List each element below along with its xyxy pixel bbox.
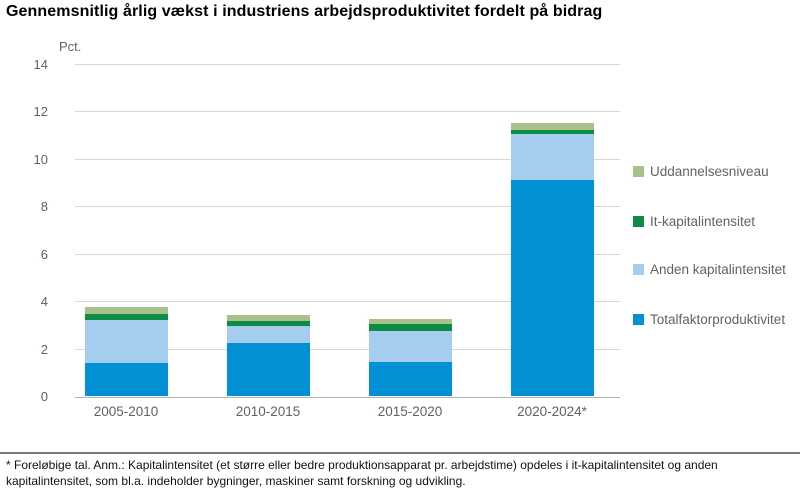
y-tick-label-14: 14 xyxy=(33,57,48,72)
gridline-y-0 xyxy=(75,397,620,398)
bar-segment-2005-2010-uddannelsesniveau xyxy=(84,307,168,315)
bar-segment-2010-2015-anden-kapitalintensitet xyxy=(226,326,310,343)
bar-segment-2020-2024-it-kapitalintensitet xyxy=(510,130,594,134)
plot-area xyxy=(75,64,620,398)
y-tick-label-2: 2 xyxy=(40,341,48,357)
bar-segment-2010-2015-it-kapitalintensitet xyxy=(226,321,310,327)
legend-label-it-kapitalintensitet: It-kapitalintensitet xyxy=(650,214,756,229)
bar-segment-2010-2015-uddannelsesniveau xyxy=(226,315,310,322)
gridline-y-6 xyxy=(75,253,620,255)
y-axis: 0 2 4 6 8 10 12 14 xyxy=(0,57,48,404)
legend-label-uddannelsesniveau: Uddannelsesniveau xyxy=(650,164,769,179)
legend-swatch-icon-it-kapitalintensitet xyxy=(633,216,644,227)
y-axis-unit-label: Pct. xyxy=(59,39,82,54)
legend-label-totalfaktorproduktivitet: Totalfaktorproduktivitet xyxy=(650,312,786,327)
bar-segment-2015-2020-it-kapitalintensitet xyxy=(368,323,452,331)
x-tick-label-2020-2024: 2020-2024* xyxy=(517,404,587,419)
bar-2010-2015 xyxy=(226,315,310,396)
bar-segment-2020-2024-totalfaktorproduktivitet xyxy=(510,180,594,396)
legend-item-uddannelsesniveau: Uddannelsesniveau xyxy=(633,164,769,179)
gridline-y-4 xyxy=(75,301,620,303)
gridline-y-2 xyxy=(75,348,620,350)
legend-label-anden-kapitalintensitet: Anden kapitalintensitet xyxy=(650,262,786,277)
bar-segment-2015-2020-anden-kapitalintensitet xyxy=(368,330,452,362)
legend-item-it-kapitalintensitet: It-kapitalintensitet xyxy=(633,214,755,229)
legend-item-anden-kapitalintensitet: Anden kapitalintensitet xyxy=(633,262,786,277)
bar-segment-2015-2020-uddannelsesniveau xyxy=(368,318,452,324)
bar-segment-2005-2010-it-kapitalintensitet xyxy=(84,314,168,321)
chart-title: Gennemsnitlig årlig vækst i industriens … xyxy=(6,3,603,20)
footnote-divider xyxy=(0,452,800,454)
bar-2015-2020 xyxy=(368,318,452,396)
bar-segment-2010-2015-totalfaktorproduktivitet xyxy=(226,342,310,396)
bar-segment-2005-2010-totalfaktorproduktivitet xyxy=(84,362,168,396)
bar-segment-2020-2024-uddannelsesniveau xyxy=(510,123,594,131)
gridline-y-14 xyxy=(75,64,620,65)
y-tick-label-12: 12 xyxy=(33,104,48,120)
x-tick-label-2010-2015: 2010-2015 xyxy=(235,404,301,419)
bar-2020-2024 xyxy=(510,123,594,396)
gridline-y-10 xyxy=(75,158,620,160)
bar-segment-2020-2024-anden-kapitalintensitet xyxy=(510,133,594,181)
x-tick-label-2015-2020: 2015-2020 xyxy=(377,404,443,419)
bar-2005-2010 xyxy=(84,307,168,396)
legend-swatch-icon-anden-kapitalintensitet xyxy=(633,264,644,275)
legend: Uddannelsesniveau It-kapitalintensitet And… xyxy=(633,0,800,400)
bar-segment-2005-2010-anden-kapitalintensitet xyxy=(84,320,168,363)
legend-item-totalfaktorproduktivitet: Totalfaktorproduktivitet xyxy=(633,312,785,327)
y-tick-label-10: 10 xyxy=(33,151,48,167)
y-tick-label-8: 8 xyxy=(40,199,48,215)
x-tick-label-2005-2010: 2005-2010 xyxy=(93,404,159,419)
y-tick-label-6: 6 xyxy=(40,246,48,262)
y-tick-label-0: 0 xyxy=(40,389,48,404)
gridline-y-12 xyxy=(75,111,620,113)
footnote: * Foreløbige tal. Anm.: Kapitalintensite… xyxy=(6,458,718,488)
legend-swatch-icon-uddannelsesniveau xyxy=(633,166,644,177)
gridline-y-8 xyxy=(75,206,620,208)
legend-swatch-icon-totalfaktorproduktivitet xyxy=(633,314,644,325)
bar-segment-2015-2020-totalfaktorproduktivitet xyxy=(368,361,452,396)
y-tick-label-4: 4 xyxy=(40,294,48,310)
